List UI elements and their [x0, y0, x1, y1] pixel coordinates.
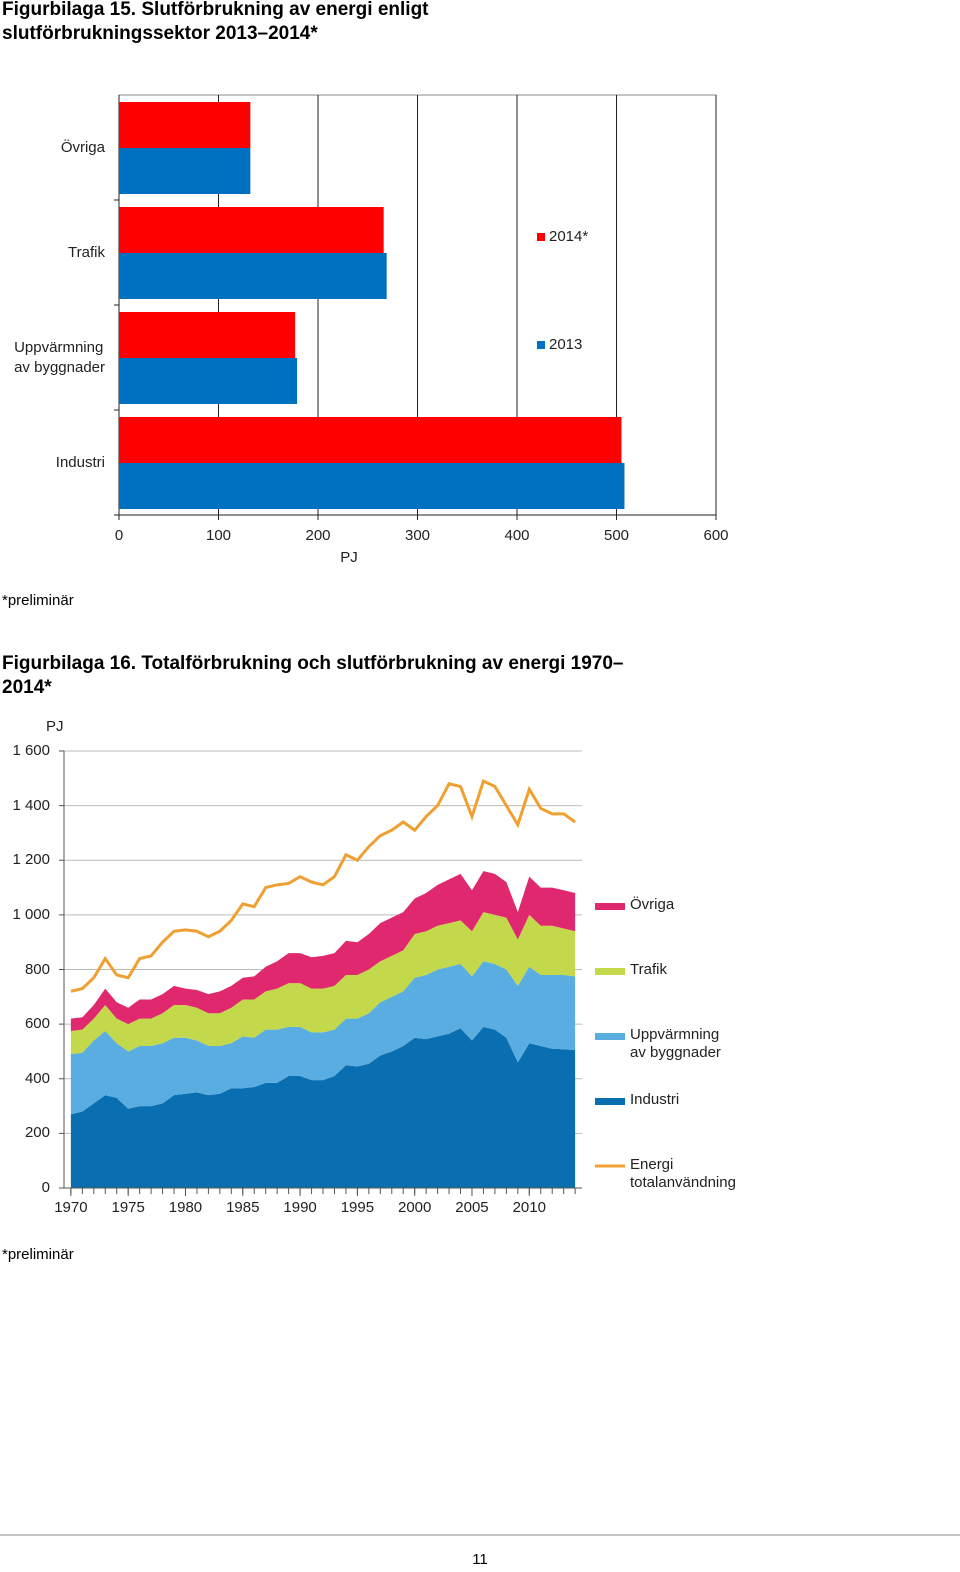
bar [119, 312, 296, 358]
y-tick-label: 1 400 [12, 796, 50, 814]
chart-note: *preliminär [2, 1246, 74, 1263]
y-tick-label: 0 [41, 1179, 50, 1196]
x-tick-label: 500 [603, 527, 630, 544]
bar [119, 417, 622, 463]
chart-note: *preliminär [2, 592, 74, 609]
x-tick-label: 2000 [397, 1199, 432, 1216]
legend-label: Trafik [630, 961, 667, 978]
y-tick-label: 200 [24, 1124, 50, 1142]
area-series [70, 961, 576, 1115]
y-tick-label: Trafik [68, 243, 105, 261]
y-tick-label: Industri [55, 453, 105, 471]
bar [119, 102, 251, 148]
legend-label: Uppvärmning av byggnader [630, 1026, 721, 1061]
x-axis-label: PJ [340, 549, 358, 566]
legend-label: 2014* [549, 228, 589, 245]
bar [119, 207, 384, 253]
x-tick-label: 0 [114, 527, 124, 544]
chart-title: Figurbilaga 16. Totalförbrukning och slu… [2, 653, 624, 698]
bar [119, 253, 387, 299]
y-tick-label: 1 200 [12, 851, 50, 869]
legend-swatch [595, 903, 625, 910]
legend-label: Energi totalanvändning [630, 1156, 736, 1191]
x-tick-label: 1985 [226, 1199, 260, 1216]
legend-label: 2013 [549, 336, 583, 353]
x-tick-label: 1970 [54, 1199, 88, 1216]
area-series [70, 1026, 576, 1188]
x-tick-label: 1995 [340, 1199, 375, 1216]
bar [119, 463, 625, 509]
bar [119, 148, 251, 194]
y-tick-label: 600 [24, 1015, 50, 1033]
legend-label: Övriga [630, 896, 675, 913]
y-tick-label: Uppvärmning av byggnader [14, 338, 105, 376]
x-tick-label: 1990 [283, 1199, 317, 1216]
y-tick-label: 400 [24, 1069, 50, 1087]
y-tick-label: 1 600 [12, 742, 50, 759]
x-tick-label: 400 [504, 527, 530, 544]
y-tick-label: 800 [24, 960, 50, 978]
legend-swatch [595, 1033, 625, 1040]
x-tick-label: 300 [404, 527, 431, 544]
x-tick-label: 2005 [455, 1199, 489, 1216]
x-tick-label: 600 [703, 527, 729, 544]
legend-swatch [537, 341, 545, 349]
x-tick-label: 1980 [168, 1199, 203, 1216]
x-tick-label: 1975 [111, 1199, 145, 1216]
line-series [70, 778, 576, 993]
legend-swatch [595, 968, 625, 975]
area-series [70, 912, 576, 1055]
x-tick-label: 100 [205, 527, 232, 544]
x-tick-label: 2010 [512, 1199, 546, 1216]
y-tick-label: Övriga [60, 138, 105, 156]
x-tick-label: 200 [305, 527, 331, 544]
bar [119, 358, 298, 404]
page-number: 11 [472, 1551, 488, 1568]
y-axis-label: PJ [46, 718, 64, 735]
legend-swatch [537, 233, 545, 241]
legend-swatch [595, 1098, 625, 1105]
legend-label: Industri [630, 1091, 680, 1108]
area-series [70, 871, 576, 1031]
y-tick-label: 1 000 [12, 905, 50, 923]
chart-title: Figurbilaga 15. Slutförbrukning av energ… [2, 0, 429, 44]
